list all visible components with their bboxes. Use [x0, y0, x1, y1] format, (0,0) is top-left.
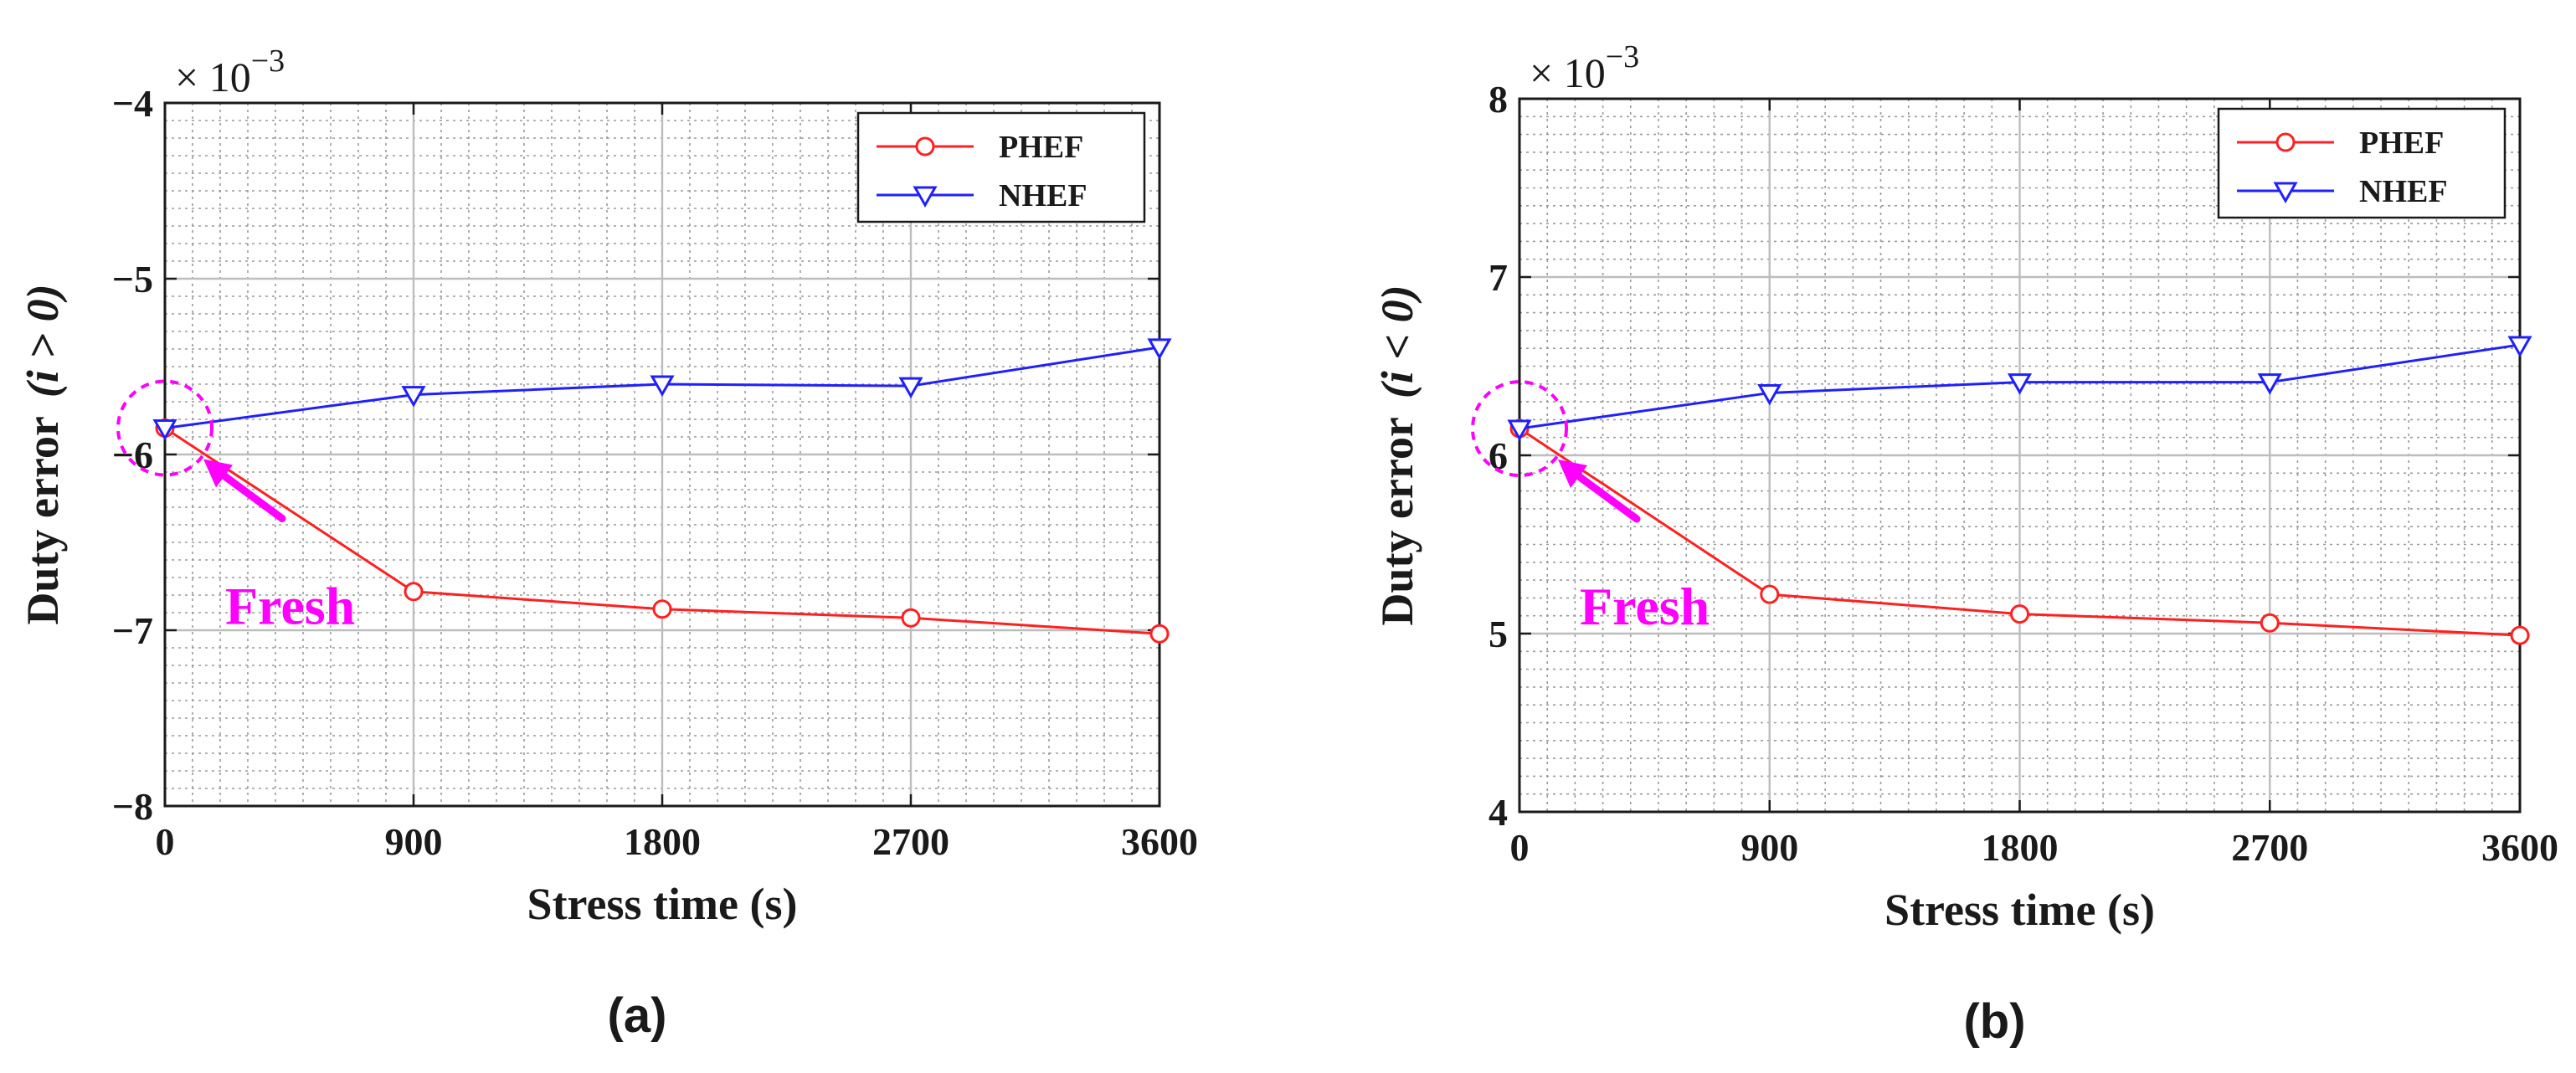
y-tick-label: −8 — [112, 785, 153, 828]
fresh-label: Fresh — [1580, 577, 1710, 636]
y-tick-label: −4 — [112, 82, 153, 125]
x-axis-label: Stress time (s) — [1884, 885, 2155, 935]
panel-label: (b) — [1963, 994, 2025, 1049]
data-point-phef — [2510, 625, 2530, 645]
legend-marker-nhef — [913, 186, 938, 208]
fresh-arrow-shaft — [1569, 468, 1641, 523]
panel-label: (a) — [608, 988, 667, 1043]
y-tick-label: 6 — [1489, 434, 1508, 477]
legend-marker-phef — [2275, 132, 2296, 152]
legend-label-phef: PHEF — [2359, 126, 2444, 161]
fresh-arrow-head — [1558, 459, 1587, 489]
legend-box — [2217, 107, 2507, 219]
x-tick-label: 1800 — [624, 820, 701, 863]
legend-label-nhef: NHEF — [2359, 174, 2448, 209]
fresh-arrow — [1558, 459, 1641, 523]
y-axis-label-text: Duty error — [1372, 417, 1422, 625]
y-tick-label: −6 — [112, 434, 153, 476]
legend-box — [856, 111, 1146, 223]
y-multiplier: × 10−3 — [175, 44, 285, 100]
data-point-phef — [2010, 604, 2029, 624]
data-point-nhef — [2007, 373, 2033, 395]
x-axis-label: Stress time (s) — [527, 879, 798, 929]
data-point-nhef — [898, 377, 923, 399]
x-tick-label: 3600 — [1121, 820, 1198, 863]
fresh-highlight-circle — [116, 379, 213, 477]
fresh-arrow — [203, 459, 286, 522]
y-tick-label: 7 — [1489, 256, 1508, 299]
legend-label-phef: PHEF — [999, 130, 1083, 165]
legend-marker-nhef — [2273, 182, 2298, 204]
data-point-nhef — [650, 375, 675, 398]
x-tick-label: 3600 — [2481, 826, 2558, 869]
y-axis-label-text: Duty error — [18, 416, 68, 624]
data-point-nhef — [2257, 373, 2282, 395]
y-tick-label: 4 — [1489, 791, 1508, 834]
legend: PHEF NHEF — [856, 111, 1146, 223]
data-point-phef — [652, 599, 672, 619]
data-point-nhef — [1147, 338, 1172, 360]
fresh-arrow-head — [203, 459, 233, 488]
y-axis-label: Duty error (i > 0) — [18, 284, 68, 624]
data-point-phef — [404, 582, 424, 602]
y-tick-label: −7 — [112, 609, 153, 652]
x-tick-label: 900 — [385, 820, 443, 863]
y-axis-label-condition: (i > 0) — [18, 284, 68, 398]
x-tick-label: 0 — [1510, 826, 1530, 869]
y-multiplier: × 10−3 — [1530, 39, 1639, 96]
data-point-nhef — [152, 419, 177, 441]
data-point-phef — [1149, 624, 1170, 644]
data-point-phef — [1760, 584, 1780, 604]
data-point-nhef — [401, 386, 426, 408]
y-multiplier-base: × 10 — [175, 54, 251, 100]
legend-marker-phef — [915, 136, 935, 157]
x-tick-label: 900 — [1740, 826, 1798, 869]
chart-panel-a: 0 900 1800 2700 3600 −8 −7 −6 −5 −4 × 10−3 Stress t… — [18, 44, 1198, 1043]
chart-panel-b: 0 900 1800 2700 3600 4 5 6 7 8 × 10−3 Stress time (… — [1372, 39, 2558, 1049]
y-tick-label: 5 — [1489, 613, 1508, 655]
x-tick-label: 0 — [156, 820, 175, 863]
x-tick-label: 2700 — [872, 820, 949, 863]
legend-label-nhef: NHEF — [999, 178, 1087, 213]
fresh-arrow-shaft — [214, 468, 286, 522]
y-tick-label: −5 — [112, 258, 153, 300]
y-axis-label: Duty error (i < 0) — [1372, 285, 1422, 625]
data-point-nhef — [1757, 383, 1782, 406]
y-multiplier-exp: −3 — [251, 44, 285, 79]
fresh-label: Fresh — [225, 577, 355, 636]
x-tick-label: 2700 — [2231, 826, 2308, 869]
legend: PHEF NHEF — [2217, 107, 2507, 219]
y-tick-label: 8 — [1489, 78, 1508, 121]
data-point-nhef — [2507, 336, 2532, 357]
y-multiplier-exp: −3 — [1606, 39, 1639, 74]
y-axis-label-condition: (i < 0) — [1372, 285, 1422, 398]
y-multiplier-base: × 10 — [1530, 49, 1606, 96]
data-point-phef — [901, 608, 921, 628]
fresh-highlight-circle — [1471, 380, 1568, 478]
data-point-phef — [2260, 613, 2280, 633]
data-point-nhef — [1507, 419, 1532, 442]
x-tick-label: 1800 — [1982, 826, 2059, 869]
